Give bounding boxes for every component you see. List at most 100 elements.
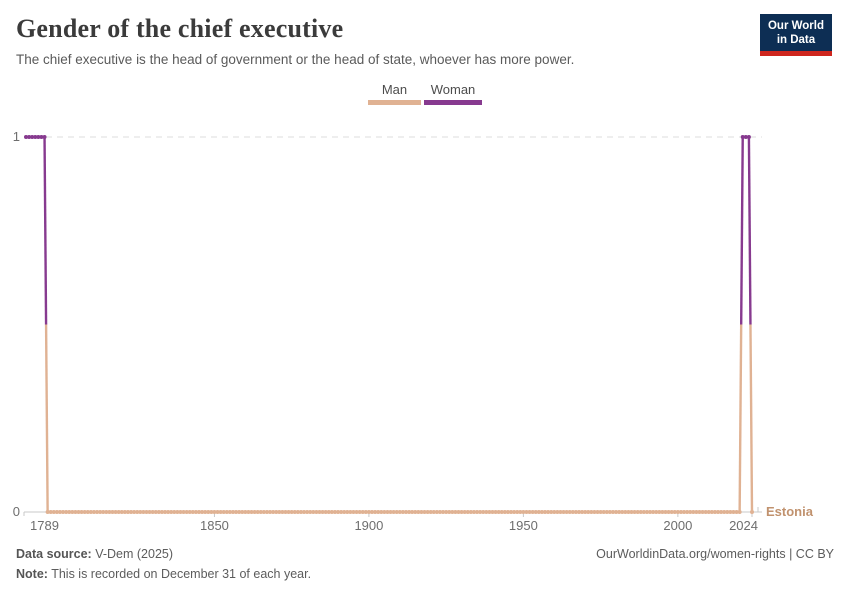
series-marker-1957 xyxy=(543,510,548,514)
series-marker-1806 xyxy=(76,510,81,514)
series-marker-1871 xyxy=(277,510,282,514)
series-marker-1791 xyxy=(30,135,35,139)
series-marker-1832 xyxy=(156,510,161,514)
series-marker-1923 xyxy=(437,510,442,514)
legend-item-woman[interactable]: Woman xyxy=(424,82,482,105)
footer-link[interactable]: OurWorldinData.org/women-rights | CC BY xyxy=(596,547,834,561)
series-marker-1897 xyxy=(357,510,362,514)
series-marker-1798 xyxy=(51,510,56,514)
series-transition-upper xyxy=(43,136,48,325)
series-marker-1911 xyxy=(400,510,405,514)
series-marker-1855 xyxy=(227,510,232,514)
series-marker-1817 xyxy=(110,510,115,514)
y-tick-label-1: 1 xyxy=(13,129,20,144)
series-marker-2010 xyxy=(706,510,711,514)
series-marker-2022 xyxy=(743,135,748,139)
series-marker-1857 xyxy=(234,510,239,514)
series-marker-1847 xyxy=(203,510,208,514)
series-marker-1997 xyxy=(666,510,671,514)
series-marker-1824 xyxy=(132,510,137,514)
footer-data-source: Data source: V-Dem (2025) xyxy=(16,547,173,561)
legend-label-man: Man xyxy=(381,82,408,97)
series-transition-lower xyxy=(44,324,49,513)
series-marker-2011 xyxy=(709,510,714,514)
series-marker-1975 xyxy=(598,510,603,514)
series-marker-1926 xyxy=(447,510,452,514)
series-marker-1875 xyxy=(289,510,294,514)
series-marker-1973 xyxy=(592,510,597,514)
series-marker-1938 xyxy=(484,510,489,514)
series-marker-1968 xyxy=(576,510,581,514)
series-marker-1921 xyxy=(431,510,436,514)
series-marker-1790 xyxy=(27,135,32,139)
series-marker-2009 xyxy=(703,510,708,514)
series-marker-1953 xyxy=(530,510,535,514)
series-marker-1805 xyxy=(73,510,78,514)
footer-note: Note: This is recorded on December 31 of… xyxy=(16,567,311,581)
series-marker-2018 xyxy=(731,510,736,514)
series-marker-1903 xyxy=(376,510,381,514)
series-marker-2001 xyxy=(678,510,683,514)
series-marker-1866 xyxy=(261,510,266,514)
series-marker-2016 xyxy=(725,510,730,514)
legend-item-man[interactable]: Man xyxy=(368,82,421,105)
series-marker-1994 xyxy=(657,510,662,514)
series-marker-1852 xyxy=(218,510,223,514)
series-marker-1917 xyxy=(419,510,424,514)
owid-logo[interactable]: Our World in Data xyxy=(759,14,832,56)
series-marker-2019 xyxy=(734,510,739,514)
series-marker-1929 xyxy=(456,510,461,514)
series-marker-1825 xyxy=(135,510,140,514)
owid-logo-line1: Our World xyxy=(767,20,824,32)
series-marker-1827 xyxy=(141,510,146,514)
series-marker-1933 xyxy=(468,510,473,514)
series-marker-1915 xyxy=(413,510,418,514)
series-marker-1801 xyxy=(61,510,66,514)
series-transition-upper xyxy=(747,136,752,325)
page-title: Gender of the chief executive xyxy=(16,14,344,43)
series-marker-1964 xyxy=(564,510,569,514)
series-marker-1795 xyxy=(42,135,47,139)
series-marker-1849 xyxy=(209,510,214,514)
series-marker-1947 xyxy=(512,510,517,514)
series-marker-1888 xyxy=(329,510,334,514)
series-marker-1880 xyxy=(305,510,310,514)
series-marker-1841 xyxy=(184,510,189,514)
series-marker-1945 xyxy=(505,510,510,514)
series-marker-1961 xyxy=(555,510,560,514)
series-marker-1812 xyxy=(95,510,100,514)
series-marker-1970 xyxy=(583,510,588,514)
series-marker-1896 xyxy=(354,510,359,514)
series-marker-1856 xyxy=(230,510,235,514)
series-marker-1867 xyxy=(264,510,269,514)
series-marker-2014 xyxy=(719,510,724,514)
series-marker-1839 xyxy=(178,510,183,514)
series-marker-1815 xyxy=(104,510,109,514)
x-tick-label-1950: 1950 xyxy=(509,518,538,533)
series-marker-1907 xyxy=(388,510,393,514)
series-marker-1913 xyxy=(407,510,412,514)
line-chart-plot[interactable]: 1789 1850 1900 1950 2000 2024 0 1 Estonia xyxy=(0,118,850,548)
series-marker-1983 xyxy=(623,510,628,514)
series-marker-1803 xyxy=(67,510,72,514)
x-tick-label-2024: 2024 xyxy=(729,518,758,533)
x-tick-label-2000: 2000 xyxy=(663,518,692,533)
series-marker-1974 xyxy=(595,510,600,514)
series-marker-1982 xyxy=(620,510,625,514)
series-marker-1924 xyxy=(441,510,446,514)
series-marker-1949 xyxy=(518,510,523,514)
series-marker-1948 xyxy=(515,510,520,514)
series-marker-1792 xyxy=(33,135,38,139)
series-marker-1901 xyxy=(370,510,375,514)
series-marker-1988 xyxy=(638,510,643,514)
series-marker-1940 xyxy=(490,510,495,514)
series-marker-1891 xyxy=(339,510,344,514)
series-marker-1892 xyxy=(342,510,347,514)
series-marker-1990 xyxy=(644,510,649,514)
series-marker-1842 xyxy=(187,510,192,514)
series-transition-upper xyxy=(738,324,743,513)
series-marker-1797 xyxy=(48,510,53,514)
series-marker-1846 xyxy=(200,510,205,514)
series-marker-1851 xyxy=(215,510,220,514)
